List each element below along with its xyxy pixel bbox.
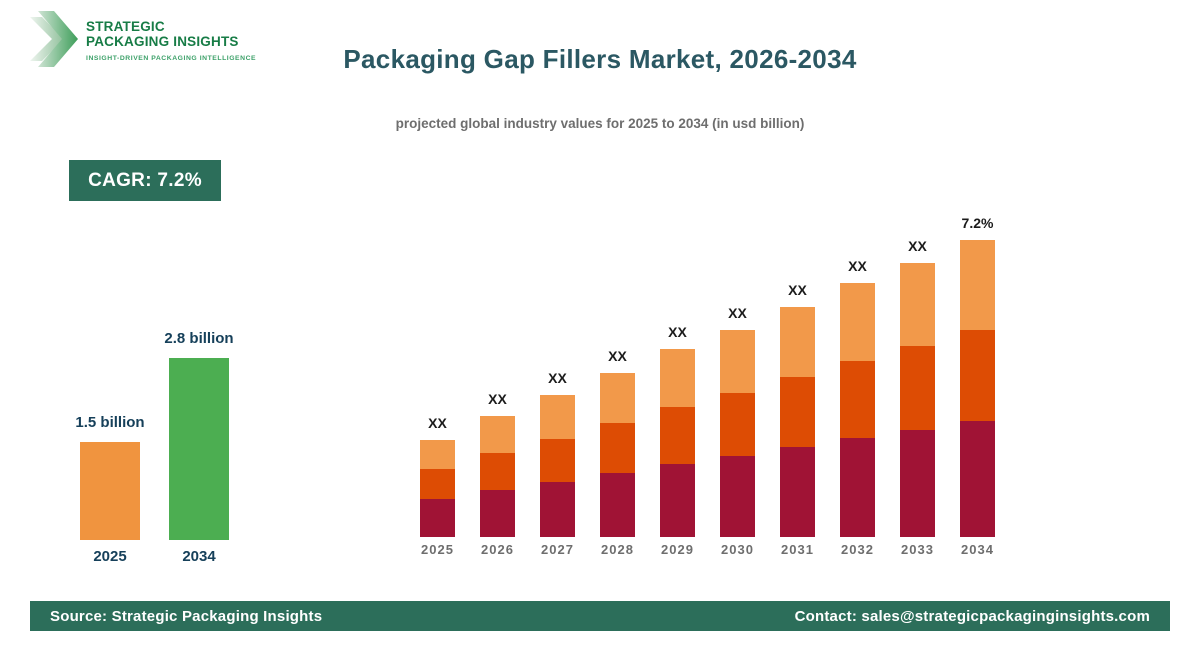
bottom-segment-2034 xyxy=(960,421,995,537)
cagr-badge: CAGR: 7.2% xyxy=(69,160,221,201)
middle-segment-2034 xyxy=(960,330,995,421)
bar-year-label: 2032 xyxy=(841,542,874,557)
stacked-bar-2026 xyxy=(480,416,515,537)
bar-value-label: XX xyxy=(428,415,447,431)
top-segment-2026 xyxy=(480,416,515,453)
middle-segment-2027 xyxy=(540,439,575,482)
brand-name-line1: STRATEGIC xyxy=(86,19,165,34)
mini-bar-value-label: 2.8 billion xyxy=(164,330,234,347)
bottom-segment-2030 xyxy=(720,456,755,537)
bottom-segment-2033 xyxy=(900,430,935,537)
stacked-bar-2031 xyxy=(780,307,815,537)
bar-value-label: XX xyxy=(848,258,867,274)
footer-source: Source: Strategic Packaging Insights xyxy=(50,607,323,625)
brand-name-line2: PACKAGING INSIGHTS xyxy=(86,33,239,49)
top-segment-2030 xyxy=(720,330,755,393)
page-title: Packaging Gap Fillers Market, 2026-2034 xyxy=(343,44,857,74)
bar-year-label: 2031 xyxy=(781,542,814,557)
middle-segment-2028 xyxy=(600,423,635,473)
brand-tagline: INSIGHT-DRIVEN PACKAGING INTELLIGENCE xyxy=(86,55,257,63)
stacked-bar-2029 xyxy=(660,349,695,537)
top-segment-2029 xyxy=(660,349,695,407)
bar-year-label: 2029 xyxy=(661,542,694,557)
bar-value-label: XX xyxy=(668,324,687,340)
bar-value-label: XX xyxy=(788,282,807,298)
summary-bar-chart: 1.5 billion 2025 2.8 billion 2034 xyxy=(60,320,280,570)
bar-year-label: 2034 xyxy=(961,542,994,557)
stacked-bar-2028 xyxy=(600,373,635,537)
top-segment-2025 xyxy=(420,440,455,469)
page-subtitle: projected global industry values for 202… xyxy=(395,116,805,131)
bottom-segment-2026 xyxy=(480,490,515,537)
mini-bar-value-label: 1.5 billion xyxy=(75,414,145,431)
bottom-segment-2031 xyxy=(780,447,815,537)
mini-bar-year-label: 2034 xyxy=(182,548,216,565)
stacked-bar-2034 xyxy=(960,240,995,537)
top-segment-2028 xyxy=(600,373,635,423)
middle-segment-2032 xyxy=(840,361,875,438)
bar-value-label: XX xyxy=(608,348,627,364)
top-segment-2027 xyxy=(540,395,575,439)
middle-segment-2030 xyxy=(720,393,755,456)
bottom-segment-2027 xyxy=(540,482,575,537)
mini-bar-2034 xyxy=(169,358,229,540)
bottom-segment-2028 xyxy=(600,473,635,537)
stacked-bar-2033 xyxy=(900,263,935,537)
mini-bar-2025 xyxy=(80,442,140,540)
footer-bar: Source: Strategic Packaging Insights Con… xyxy=(30,601,1170,631)
bar-value-label: 7.2% xyxy=(961,215,994,231)
middle-segment-2025 xyxy=(420,469,455,499)
bar-year-label: 2028 xyxy=(601,542,634,557)
top-segment-2031 xyxy=(780,307,815,377)
stacked-bar-2030 xyxy=(720,330,755,537)
bar-year-label: 2030 xyxy=(721,542,754,557)
middle-segment-2029 xyxy=(660,407,695,464)
top-segment-2032 xyxy=(840,283,875,361)
brand-logo-text: STRATEGIC PACKAGING INSIGHTS INSIGHT-DRI… xyxy=(86,10,256,62)
middle-segment-2031 xyxy=(780,377,815,447)
brand-logo: STRATEGIC PACKAGING INSIGHTS INSIGHT-DRI… xyxy=(30,10,256,68)
stacked-bar-2032 xyxy=(840,283,875,537)
middle-segment-2033 xyxy=(900,346,935,430)
top-segment-2033 xyxy=(900,263,935,346)
bar-year-label: 2033 xyxy=(901,542,934,557)
bottom-segment-2032 xyxy=(840,438,875,537)
mini-bar-year-label: 2025 xyxy=(93,548,127,565)
bar-value-label: XX xyxy=(488,391,507,407)
bar-year-label: 2026 xyxy=(481,542,514,557)
bar-value-label: XX xyxy=(728,305,747,321)
bar-year-label: 2025 xyxy=(421,542,454,557)
bar-value-label: XX xyxy=(908,238,927,254)
top-segment-2034 xyxy=(960,240,995,330)
stacked-bar-2027 xyxy=(540,395,575,537)
bottom-segment-2029 xyxy=(660,464,695,537)
footer-contact: Contact: sales@strategicpackaginginsight… xyxy=(794,607,1150,625)
stacked-bar-chart: XX 2025 XX 2026 XX 2027 XX 2028 XX 2029 XX 2030 XX 20… xyxy=(420,200,1000,565)
chevron-arrow-icon xyxy=(30,10,78,68)
stacked-bar-2025 xyxy=(420,440,455,537)
bar-value-label: XX xyxy=(548,370,567,386)
bottom-segment-2025 xyxy=(420,499,455,537)
bar-year-label: 2027 xyxy=(541,542,574,557)
middle-segment-2026 xyxy=(480,453,515,490)
